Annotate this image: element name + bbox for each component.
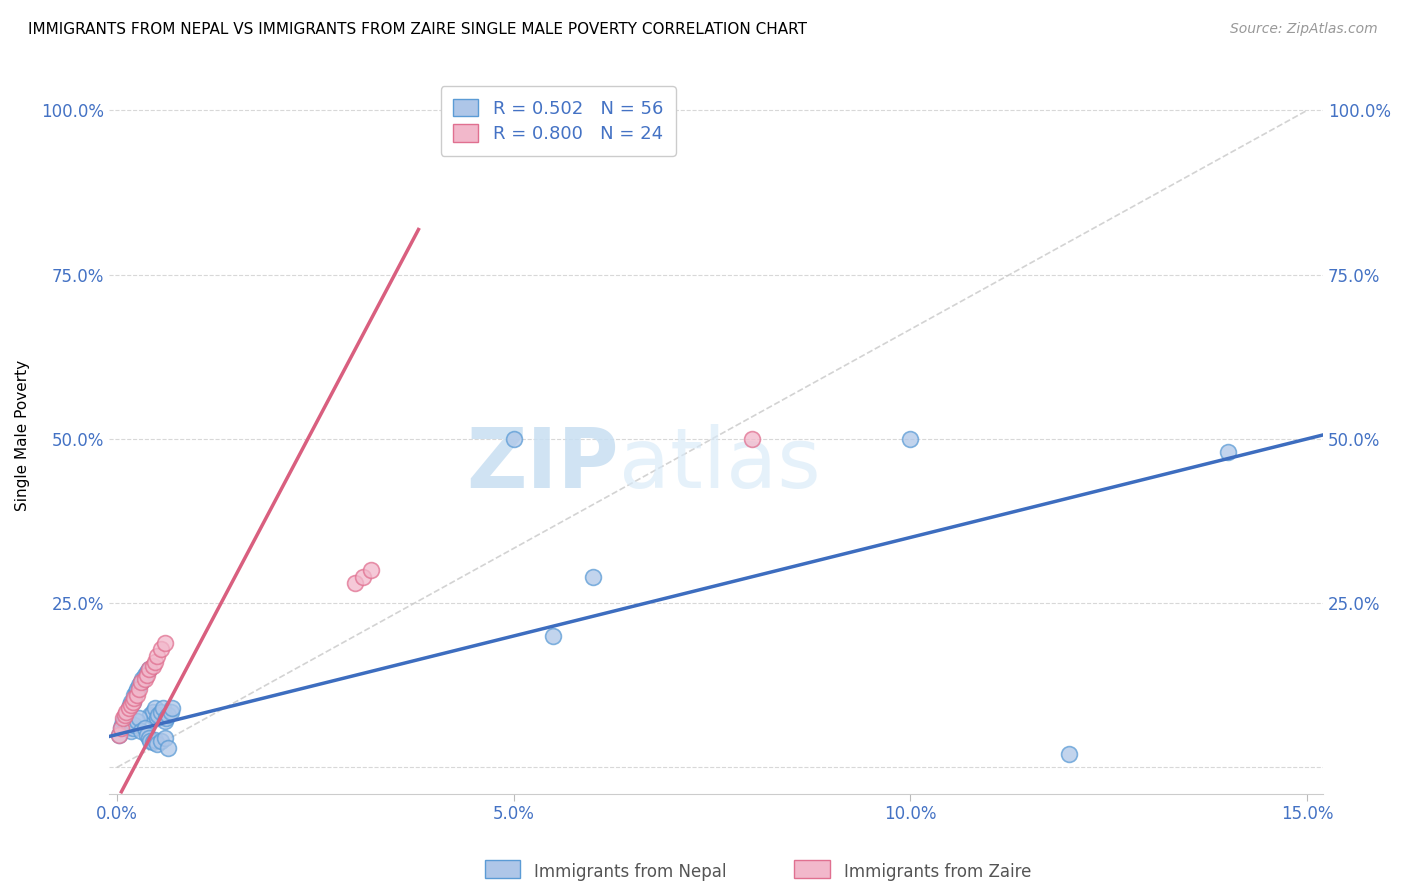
Point bbox=[138, 662, 160, 676]
Point bbox=[145, 648, 167, 663]
Point bbox=[136, 668, 159, 682]
Point bbox=[139, 734, 162, 748]
Point bbox=[138, 662, 160, 676]
Point bbox=[110, 721, 132, 735]
Point bbox=[1216, 445, 1239, 459]
Point bbox=[502, 432, 524, 446]
Point bbox=[582, 570, 605, 584]
Point bbox=[121, 695, 143, 709]
Point bbox=[142, 735, 165, 749]
Y-axis label: Single Male Poverty: Single Male Poverty bbox=[15, 360, 30, 511]
Legend: R = 0.502   N = 56, R = 0.800   N = 24: R = 0.502 N = 56, R = 0.800 N = 24 bbox=[440, 87, 676, 156]
Point bbox=[143, 732, 166, 747]
Point bbox=[125, 714, 148, 729]
Point bbox=[115, 705, 138, 719]
Point bbox=[118, 701, 141, 715]
Text: ZIP: ZIP bbox=[467, 424, 619, 505]
Point bbox=[157, 740, 180, 755]
Point bbox=[115, 721, 138, 735]
Point bbox=[118, 701, 141, 715]
Point bbox=[120, 698, 142, 712]
Point bbox=[153, 714, 176, 729]
Text: Immigrants from Nepal: Immigrants from Nepal bbox=[534, 863, 727, 881]
Point bbox=[136, 665, 159, 679]
Point bbox=[114, 707, 136, 722]
Text: atlas: atlas bbox=[619, 424, 821, 505]
Point bbox=[108, 727, 131, 741]
Point bbox=[138, 731, 160, 745]
Point bbox=[136, 727, 159, 741]
Point bbox=[110, 721, 132, 735]
Point bbox=[125, 685, 148, 699]
Point bbox=[145, 738, 167, 752]
Point bbox=[146, 707, 169, 722]
Point bbox=[114, 711, 136, 725]
Text: Immigrants from Zaire: Immigrants from Zaire bbox=[844, 863, 1031, 881]
Point bbox=[128, 678, 150, 692]
Point bbox=[152, 701, 174, 715]
Point bbox=[111, 717, 134, 731]
Point bbox=[124, 717, 146, 731]
Point bbox=[134, 672, 156, 686]
Point bbox=[124, 688, 146, 702]
Point bbox=[134, 668, 156, 682]
Point bbox=[149, 734, 172, 748]
Point bbox=[118, 698, 141, 712]
Point bbox=[142, 705, 165, 719]
Point bbox=[343, 576, 366, 591]
Point bbox=[160, 705, 183, 719]
Point bbox=[1057, 747, 1080, 762]
Point bbox=[115, 707, 138, 722]
Point bbox=[143, 655, 166, 669]
Point bbox=[108, 727, 131, 741]
Point bbox=[117, 705, 139, 719]
Point bbox=[157, 707, 180, 722]
Point bbox=[162, 701, 184, 715]
Point bbox=[352, 570, 374, 584]
Point bbox=[543, 629, 565, 643]
Point bbox=[134, 721, 156, 735]
Point bbox=[153, 731, 176, 745]
Point bbox=[741, 432, 763, 446]
Point bbox=[360, 563, 382, 577]
Point bbox=[153, 635, 176, 649]
Point bbox=[121, 695, 143, 709]
Point bbox=[900, 432, 922, 446]
Point bbox=[128, 711, 150, 725]
Point bbox=[129, 675, 152, 690]
Point bbox=[155, 711, 177, 725]
Point bbox=[129, 675, 152, 690]
Point bbox=[128, 681, 150, 696]
Point bbox=[139, 707, 162, 722]
Point bbox=[118, 717, 141, 731]
Point bbox=[125, 688, 148, 702]
Point bbox=[124, 691, 146, 706]
Point bbox=[131, 672, 153, 686]
Point bbox=[112, 711, 135, 725]
Point bbox=[149, 705, 172, 719]
Text: Source: ZipAtlas.com: Source: ZipAtlas.com bbox=[1230, 22, 1378, 37]
Text: IMMIGRANTS FROM NEPAL VS IMMIGRANTS FROM ZAIRE SINGLE MALE POVERTY CORRELATION C: IMMIGRANTS FROM NEPAL VS IMMIGRANTS FROM… bbox=[28, 22, 807, 37]
Point bbox=[129, 724, 152, 739]
Point bbox=[142, 658, 165, 673]
Point bbox=[145, 711, 167, 725]
Point bbox=[121, 721, 143, 735]
Point bbox=[120, 695, 142, 709]
Point bbox=[149, 642, 172, 657]
Point bbox=[112, 714, 135, 729]
Point bbox=[125, 681, 148, 696]
Point bbox=[143, 701, 166, 715]
Point bbox=[120, 724, 142, 739]
